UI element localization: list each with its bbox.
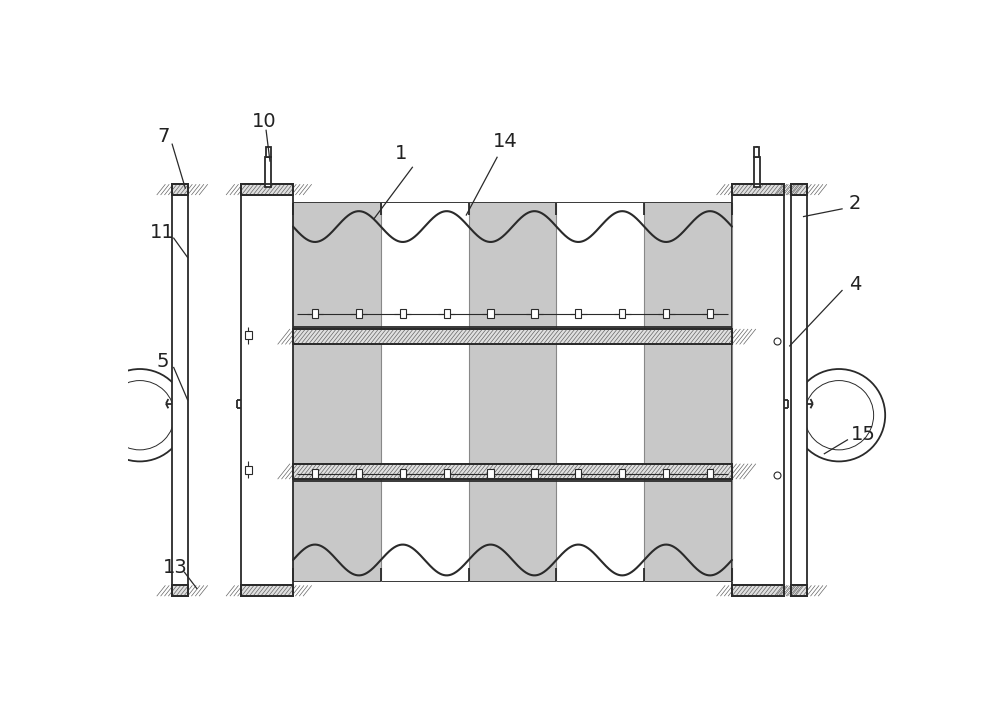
- Bar: [293, 329, 732, 344]
- Bar: [732, 585, 784, 596]
- Bar: [172, 184, 188, 195]
- Text: 5: 5: [157, 352, 169, 371]
- Bar: [732, 585, 784, 596]
- Bar: [487, 469, 494, 478]
- Bar: [575, 309, 581, 318]
- Text: 11: 11: [150, 223, 175, 243]
- Bar: [444, 309, 450, 318]
- Bar: [754, 157, 760, 186]
- Bar: [732, 184, 784, 195]
- Bar: [356, 309, 362, 318]
- Bar: [293, 464, 732, 479]
- Circle shape: [94, 369, 186, 461]
- Text: 1: 1: [395, 144, 407, 163]
- Bar: [619, 469, 625, 478]
- Circle shape: [804, 381, 874, 450]
- Text: 7: 7: [158, 127, 170, 146]
- Text: 13: 13: [163, 558, 188, 577]
- Bar: [444, 469, 450, 478]
- Bar: [469, 203, 556, 580]
- Circle shape: [105, 381, 174, 450]
- Bar: [754, 147, 759, 157]
- Bar: [266, 147, 271, 157]
- Bar: [293, 203, 381, 580]
- Bar: [575, 469, 581, 478]
- Bar: [241, 184, 293, 195]
- Bar: [791, 184, 807, 596]
- Bar: [241, 184, 293, 195]
- Bar: [312, 469, 318, 478]
- Text: 14: 14: [492, 132, 517, 151]
- Bar: [293, 464, 732, 479]
- Text: 4: 4: [849, 275, 861, 294]
- Bar: [487, 309, 494, 318]
- Bar: [172, 585, 188, 596]
- Bar: [791, 585, 807, 596]
- Bar: [791, 184, 807, 195]
- Bar: [556, 203, 644, 580]
- Bar: [732, 184, 784, 596]
- Bar: [293, 203, 732, 580]
- Text: 15: 15: [850, 425, 875, 444]
- Bar: [381, 203, 469, 580]
- Bar: [172, 184, 188, 596]
- Bar: [791, 184, 807, 195]
- Bar: [245, 466, 252, 474]
- Bar: [172, 585, 188, 596]
- Bar: [356, 469, 362, 478]
- Bar: [241, 184, 293, 596]
- Bar: [732, 184, 784, 195]
- Bar: [791, 585, 807, 596]
- Bar: [707, 469, 713, 478]
- Bar: [293, 329, 732, 344]
- Bar: [241, 585, 293, 596]
- Bar: [531, 469, 538, 478]
- Bar: [707, 309, 713, 318]
- Bar: [644, 203, 732, 580]
- Bar: [400, 469, 406, 478]
- Bar: [619, 309, 625, 318]
- Circle shape: [793, 369, 885, 461]
- Bar: [245, 332, 252, 339]
- Bar: [312, 309, 318, 318]
- Bar: [241, 585, 293, 596]
- Bar: [663, 469, 669, 478]
- Bar: [531, 309, 538, 318]
- Bar: [265, 157, 271, 186]
- Text: 10: 10: [252, 111, 277, 130]
- Text: 2: 2: [849, 194, 861, 213]
- Bar: [172, 184, 188, 195]
- Bar: [663, 309, 669, 318]
- Bar: [400, 309, 406, 318]
